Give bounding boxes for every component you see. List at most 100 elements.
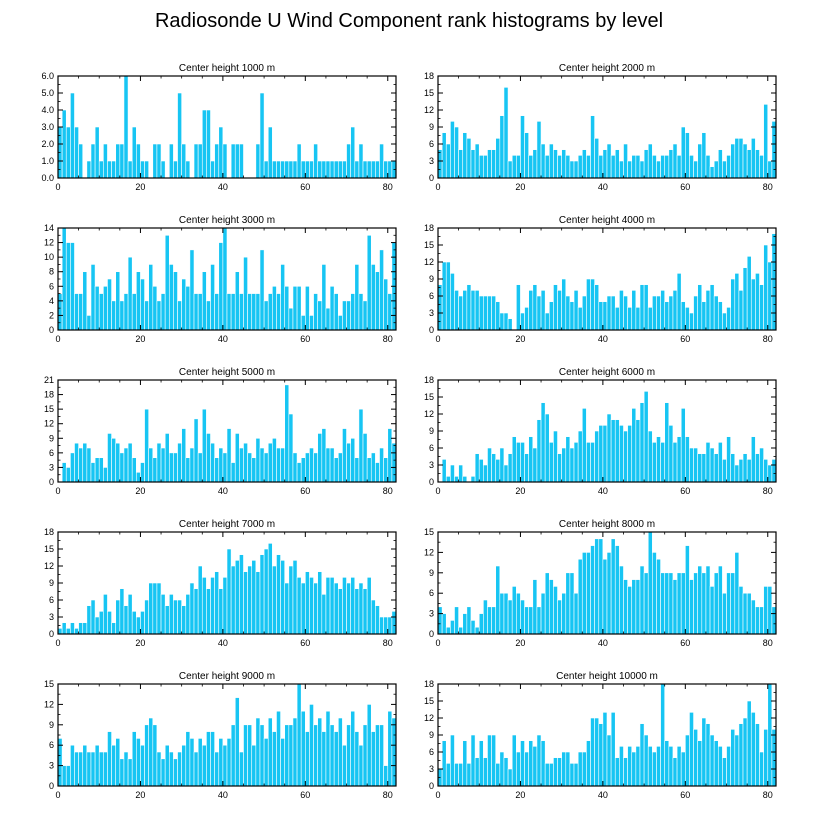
panel-5-bar [136, 471, 141, 483]
panel-1-bar [234, 143, 240, 179]
panel-8-bar [491, 606, 497, 635]
panel-8-bar [474, 626, 480, 635]
panel-1-bar [193, 143, 199, 179]
panel-9-bar [82, 744, 88, 787]
panel-9-bar [90, 751, 96, 787]
panel-2-bar [478, 155, 484, 179]
panel-2-bar [441, 132, 447, 179]
panel-9-bar [333, 731, 339, 787]
panel-1-bar [98, 160, 104, 179]
panel-3-bar [251, 293, 257, 331]
panel-3-y-tick-label: 0 [49, 325, 54, 335]
panel-7-bar [292, 560, 298, 635]
panel-7-bar [230, 565, 236, 635]
panel-2-bar [495, 138, 501, 179]
panel-8-bar [594, 538, 600, 635]
panel-10-y-tick-label: 18 [424, 679, 434, 689]
panel-3-bar [259, 249, 265, 331]
panel-6-bar [528, 436, 534, 483]
panel-3-bar [222, 227, 228, 331]
panel-7-y-tick-label: 12 [44, 561, 54, 571]
panel-3-bar [70, 242, 75, 331]
panel-7-bar [131, 611, 137, 635]
panel-7-x-tick-label: 0 [55, 638, 60, 648]
panel-6-bar [647, 430, 653, 483]
panel-10-bar [586, 740, 591, 787]
panel-3-bar [305, 285, 310, 331]
panel-2-bar [614, 149, 620, 179]
panel-6-bar [701, 453, 707, 483]
panel-1-bar [288, 160, 294, 179]
panel-10-bar [676, 746, 682, 787]
panel-9-bar [222, 744, 228, 787]
panel-10-bar [656, 746, 661, 787]
panel-1-bar [230, 143, 236, 179]
panel-8-bar [499, 592, 505, 635]
panel-2-bar [524, 132, 529, 179]
panel-10-bar [730, 729, 736, 787]
panel-8-bar [544, 572, 550, 635]
panel-9-bar [156, 751, 162, 787]
panel-2-x-tick-label: 80 [763, 182, 773, 192]
panel-6-bar [656, 436, 661, 483]
panel-10-y-tick-label: 12 [424, 713, 434, 723]
panel-3-bar [181, 278, 187, 331]
panel-2-bar [680, 126, 686, 179]
panel-4-y-tick-label: 15 [424, 240, 434, 250]
panel-4-bar [697, 284, 703, 331]
panel-2-x-tick-label: 40 [598, 182, 608, 192]
panel-10-bar [528, 740, 534, 787]
panel-7-bar [329, 577, 335, 635]
panel-1-bar [201, 109, 207, 179]
panel-8-bar [722, 592, 727, 635]
panel-7-bar [177, 599, 182, 635]
panel-8-bar [676, 572, 682, 635]
panel-7-bar [189, 582, 195, 635]
panel-8-bar [536, 606, 542, 635]
panel-1-bar [115, 143, 121, 179]
panel-2-bar [470, 149, 476, 179]
panel-3-bar [317, 300, 323, 331]
panel-2-bar [763, 104, 769, 179]
panel-10-bar [557, 757, 562, 787]
panel-1-y-tick-label: 5.0 [41, 88, 54, 98]
panel-3-bar [267, 293, 273, 331]
panel-6-x-tick-label: 40 [598, 486, 608, 496]
panel-9-bar [160, 758, 166, 787]
panel-5-bar [131, 457, 137, 483]
panel-3-bar [123, 293, 129, 331]
panel-1-bar [300, 160, 306, 179]
panel-6-bar [503, 464, 509, 483]
panel-7-bar [206, 588, 211, 635]
panel-8-bar [709, 586, 715, 635]
panel-8-bar [685, 545, 690, 635]
panel-3-bar [234, 271, 240, 331]
panel-5-bar [218, 447, 224, 483]
panel-3-bar [164, 234, 170, 331]
panel-2-bar [540, 143, 546, 179]
panel-5-bar [148, 447, 154, 483]
panel-10-bar [441, 740, 447, 787]
panel-4-bar [586, 278, 591, 331]
panel-3-x-tick-label: 0 [55, 334, 60, 344]
panel-10-bar [672, 757, 678, 787]
panel-4-bar [746, 256, 752, 331]
panel-6-bar [746, 459, 752, 483]
panel-6-bar [627, 425, 633, 483]
panel-6-bar [635, 419, 641, 483]
panel-8-x-tick-label: 40 [598, 638, 608, 648]
panel-10-bar [474, 757, 480, 787]
panel-2-bar [602, 149, 608, 179]
panel-3-bar [156, 300, 162, 331]
panel-5-bar [309, 447, 314, 483]
panel-8-y-tick-label: 12 [424, 547, 434, 557]
panel-9-bar [111, 744, 117, 787]
panel-6-bar [491, 453, 497, 483]
panel-9-bar [346, 724, 351, 787]
panel-7-bar [350, 577, 356, 635]
panel-3-bar [136, 271, 141, 331]
panel-5-bar [321, 428, 327, 483]
panel-4-bar [437, 284, 443, 331]
panel-3-bar [214, 293, 220, 331]
panel-4-bar [524, 307, 529, 331]
